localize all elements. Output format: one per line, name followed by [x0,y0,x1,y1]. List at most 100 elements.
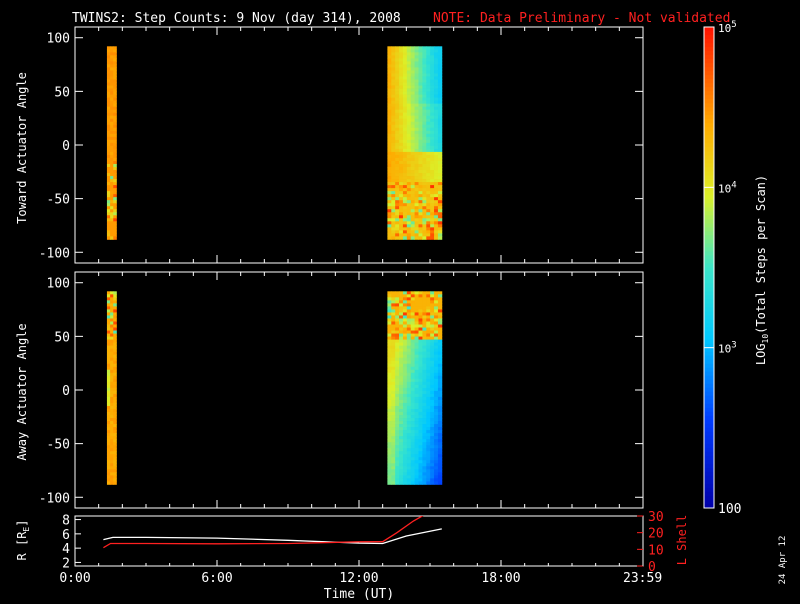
heatmap-cell [110,70,114,74]
colorbar-segment [704,431,714,437]
heatmap-cell [106,209,111,213]
heatmap-cell [430,369,435,374]
heatmap-cell [434,157,439,162]
heatmap-cell [410,418,416,422]
heatmap-cell [430,103,435,108]
heatmap-cell [110,148,114,153]
heatmap-cell [402,221,408,225]
y-tick-label: -100 [39,491,70,506]
heatmap-cell [406,303,412,307]
heatmap-cell [391,203,396,207]
heatmap-cell [430,76,435,80]
heatmap-cell [395,70,400,74]
heatmap-cell [402,324,408,328]
heatmap-cell [406,215,412,219]
toward-ylabel: Toward Actuator Angle [15,72,29,224]
heatmap-cell [391,215,396,219]
heatmap-cell [402,375,408,380]
heatmap-cell [426,445,431,449]
heatmap-cell [437,375,443,380]
heatmap-cell [430,345,435,350]
heatmap-cell [106,381,111,386]
heatmap-cell [106,424,111,428]
heatmap-cell [391,179,396,183]
heatmap-cell [395,85,400,89]
heatmap-cell [410,469,416,473]
heatmap-cell [391,49,396,53]
heatmap-cell [402,378,408,383]
heatmap-cell [406,85,412,89]
heatmap-cell [406,430,412,434]
heatmap-cell [406,157,412,162]
heatmap-cell [434,475,439,479]
heatmap-cell [402,94,408,98]
heatmap-cell [430,481,435,485]
heatmap-cell [414,142,419,147]
heatmap-cell [113,393,117,398]
heatmap-cell [110,91,114,95]
heatmap-cell [426,121,431,126]
heatmap-cell [410,124,416,129]
heatmap-cell [406,345,412,350]
y-tick-label: -50 [47,193,70,208]
heatmap-cell [437,378,443,383]
heatmap-cell [418,170,423,174]
heatmap-cell [430,154,435,159]
heatmap-cell [422,97,427,102]
heatmap-cell [410,130,416,135]
heatmap-cell [391,387,396,392]
heatmap-cell [399,188,404,192]
heatmap-cell [414,303,419,307]
heatmap-cell [395,451,400,455]
colorbar-segment [704,159,714,164]
heatmap-cell [110,345,114,350]
chart-title: TWINS2: Step Counts: 9 Nov (day 314), 20… [72,11,401,26]
heatmap-cell [113,333,117,337]
heatmap-cell [406,191,412,195]
heatmap-cell [418,421,423,425]
heatmap-cell [414,200,419,204]
heatmap-cell [110,151,114,156]
heatmap-cell [402,366,408,371]
heatmap-cell [434,297,439,301]
heatmap-cell [406,481,412,485]
colorbar-segment [704,27,714,32]
heatmap-cell [402,212,408,216]
heatmap-cell [414,115,419,120]
heatmap-cell [387,227,392,231]
heatmap-cell [410,390,416,395]
heatmap-cell [426,297,431,301]
heatmap-cell [418,463,423,467]
heatmap-cell [399,351,404,356]
heatmap-cell [418,396,423,401]
heatmap-cell [414,76,419,80]
heatmap-cell [113,188,117,192]
heatmap-cell [391,233,396,237]
heatmap-cell [106,136,111,141]
heatmap-cell [391,182,396,186]
heatmap-cell [437,439,443,443]
heatmap-cell [387,463,392,467]
heatmap-cell [410,136,416,141]
heatmap-cell [110,354,114,359]
heatmap-cell [395,76,400,80]
heatmap-cell [434,179,439,183]
heatmap-cell [110,236,114,240]
heatmap-cell [387,236,392,240]
heatmap-cell [106,109,111,114]
heatmap-cell [406,312,412,316]
heatmap-cell [387,58,392,62]
colorbar-segment [704,131,714,136]
heatmap-cell [422,415,427,419]
heatmap-cell [113,294,117,298]
heatmap-cell [399,384,404,389]
colorbar-segment [704,475,714,481]
heatmap-cell [422,381,427,386]
heatmap-cell [410,333,416,337]
heatmap-cell [410,151,416,156]
heatmap-cell [110,230,114,234]
heatmap-cell [387,472,392,476]
heatmap-cell [399,415,404,419]
heatmap-cell [391,212,396,216]
colorbar-segment [704,295,714,301]
